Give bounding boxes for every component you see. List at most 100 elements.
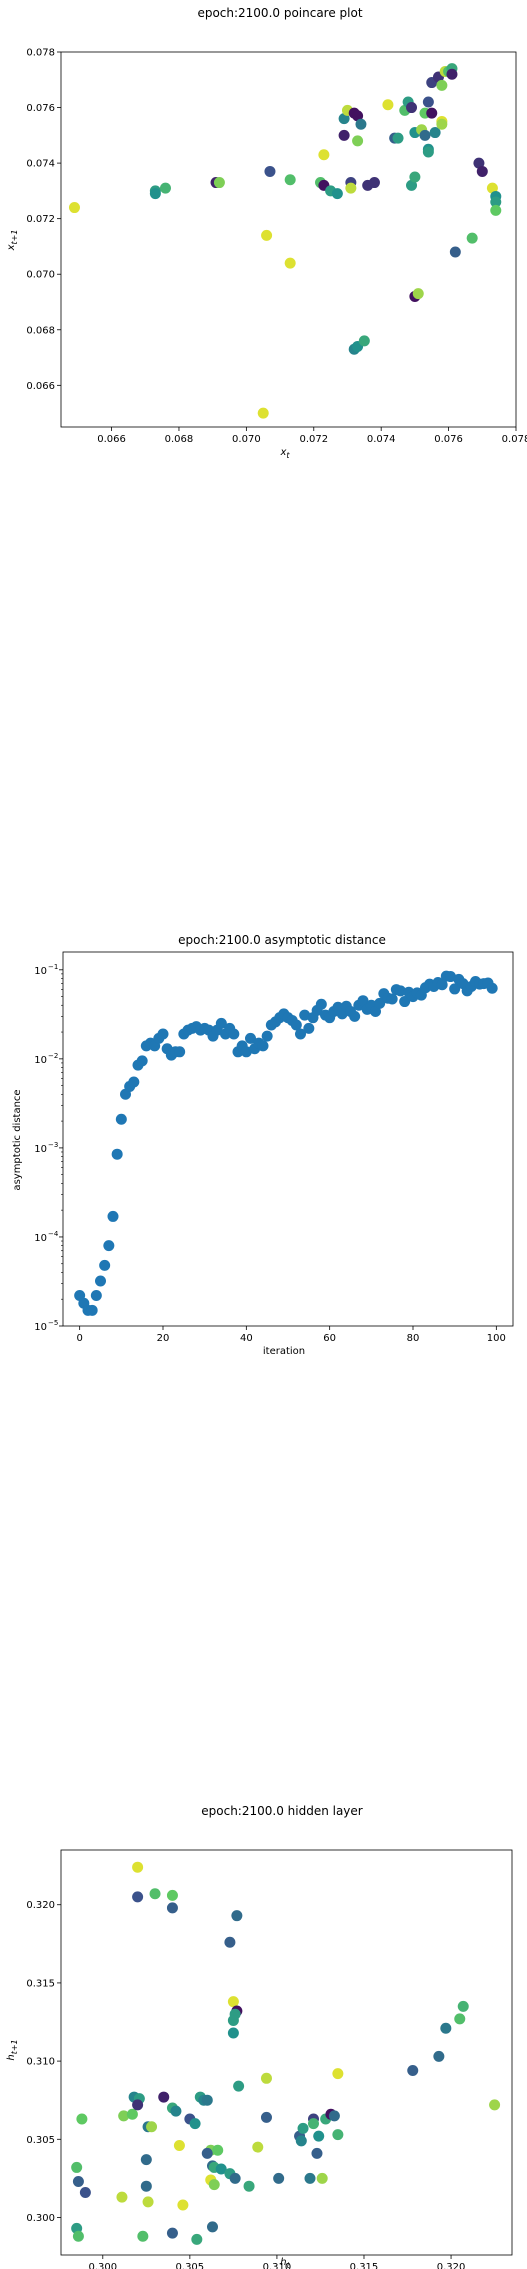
- hidden-layer-point: [71, 2161, 83, 2173]
- poincare-point: [352, 135, 364, 147]
- poincare-points: [68, 63, 502, 419]
- asymptotic-x-tick-label: 40: [240, 1333, 253, 1344]
- poincare-x-tick-label: 0.070: [232, 434, 261, 445]
- poincare-point: [490, 196, 502, 208]
- hidden-layer-point: [457, 2000, 469, 2012]
- poincare-x-axis-ticks: 0.066 0.068 0.070 0.072 0.074 0.076 0.078: [97, 427, 527, 445]
- hidden-layer-x-axis-ticks: 0.300 0.305 0.310 0.315 0.320: [88, 2255, 465, 2269]
- hidden-layer-point: [332, 2068, 344, 2080]
- hidden-layer-point: [229, 2172, 241, 2184]
- hidden-layer-point: [118, 2110, 130, 2122]
- hidden-layer-point: [227, 1996, 239, 2008]
- hidden-layer-point: [149, 1888, 161, 1900]
- poincare-point: [261, 229, 273, 241]
- poincare-x-tick-label: 0.066: [97, 434, 126, 445]
- hidden-layer-point: [215, 2163, 227, 2175]
- asymptotic-x-axis-ticks: 0 20 40 60 80 100: [76, 1326, 506, 1344]
- poincare-point: [449, 246, 461, 258]
- poincare-point: [345, 182, 357, 194]
- poincare-y-tick-label: 0.076: [26, 103, 55, 114]
- hidden-layer-point: [224, 1936, 236, 1948]
- asymptotic-y-tick-label: 10: [34, 1322, 47, 1333]
- asymptotic-point: [115, 1113, 127, 1125]
- hidden-layer-chart: epoch:2100.0 hidden layer 0.300 0.305 0.31…: [6, 1804, 513, 2269]
- poincare-x-tick-label: 0.068: [165, 434, 194, 445]
- hidden-layer-point: [313, 2130, 325, 2142]
- poincare-point: [436, 79, 448, 91]
- asymptotic-point: [370, 1006, 381, 1018]
- poincare-chart-title: epoch:2100.0 poincare plot: [197, 6, 362, 20]
- hidden-layer-point: [116, 2191, 128, 2203]
- asymptotic-x-tick-label: 20: [157, 1333, 170, 1344]
- asymptotic-point: [95, 1275, 106, 1287]
- poincare-point: [476, 165, 488, 177]
- hidden-layer-point: [132, 1891, 144, 1903]
- poincare-point: [338, 113, 350, 125]
- hidden-layer-point: [332, 2129, 344, 2141]
- asymptotic-y-tick-exponent: −1: [48, 963, 58, 971]
- asymptotic-y-tick-exponent: −4: [48, 1230, 59, 1238]
- hidden-layer-point: [260, 2072, 272, 2084]
- hidden-layer-chart-title: epoch:2100.0 hidden layer: [201, 1804, 363, 1818]
- asymptotic-y-tick-label: 10: [34, 1055, 47, 1066]
- hidden-layer-point: [295, 2135, 307, 2147]
- asymptotic-x-tick-label: 100: [487, 1333, 506, 1344]
- poincare-y-tick-label: 0.078: [26, 48, 55, 59]
- asymptotic-point: [174, 1046, 186, 1058]
- asymptotic-x-axis-label: iteration: [263, 1346, 305, 1357]
- hidden-layer-point: [132, 2099, 144, 2111]
- asymptotic-x-tick-label: 60: [323, 1333, 336, 1344]
- poincare-plot-frame: [60, 51, 517, 428]
- hidden-layer-point: [72, 2230, 84, 2242]
- hidden-layer-y-axis-ticks: 0.300 0.305 0.310 0.315 0.320: [26, 1900, 61, 2224]
- hidden-layer-point: [227, 2014, 239, 2026]
- asymptotic-point: [299, 1009, 311, 1021]
- hidden-layer-x-tick-label: 0.315: [350, 2262, 379, 2269]
- poincare-point: [490, 204, 502, 216]
- poincare-point: [422, 96, 434, 108]
- asymptotic-point: [157, 1028, 169, 1040]
- poincare-point: [436, 118, 448, 130]
- asymptotic-point: [374, 997, 386, 1009]
- poincare-x-tick-label: 0.072: [299, 434, 328, 445]
- hidden-layer-point: [233, 2080, 245, 2092]
- hidden-layer-plot-frame: [60, 1849, 513, 2256]
- hidden-layer-point: [142, 2196, 154, 2208]
- hidden-layer-point: [166, 2227, 178, 2239]
- asymptotic-point: [295, 1028, 306, 1040]
- hidden-layer-point: [208, 2179, 220, 2191]
- poincare-y-tick-label: 0.068: [26, 325, 55, 336]
- hidden-layer-y-axis-label: ht+1: [6, 2039, 19, 2060]
- asymptotic-point: [228, 1028, 240, 1040]
- asymptotic-point: [386, 993, 398, 1005]
- poincare-y-tick-label: 0.070: [26, 270, 55, 281]
- hidden-layer-point: [454, 2013, 466, 2025]
- poincare-point: [331, 188, 343, 200]
- asymptotic-y-tick-exponent: −3: [48, 1141, 58, 1149]
- poincare-point: [426, 107, 438, 119]
- poincare-point: [446, 68, 458, 80]
- hidden-layer-point: [177, 2199, 189, 2211]
- asymptotic-point: [349, 1010, 361, 1022]
- hidden-layer-point: [328, 2110, 340, 2122]
- poincare-point: [355, 118, 367, 130]
- hidden-layer-point: [227, 2027, 239, 2039]
- poincare-point: [409, 171, 421, 183]
- hidden-layer-point: [273, 2172, 285, 2184]
- poincare-y-tick-label: 0.074: [26, 159, 55, 170]
- poincare-y-axis-ticks: 0.066 0.068 0.070 0.072 0.074 0.076 0.078: [26, 48, 61, 392]
- poincare-point: [406, 102, 418, 114]
- poincare-point: [466, 232, 478, 244]
- asymptotic-point: [215, 1017, 227, 1029]
- poincare-chart: epoch:2100.0 poincare plot 0.066 0.068 0.0…: [6, 6, 527, 460]
- asymptotic-y-tick-label: 10: [34, 1144, 47, 1155]
- asymptotic-point: [240, 1046, 252, 1058]
- poincare-point: [486, 182, 498, 194]
- asymptotic-points: [74, 970, 498, 1316]
- hidden-layer-point: [311, 2147, 323, 2159]
- asymptotic-point: [86, 1304, 98, 1316]
- hidden-layer-point: [166, 1902, 178, 1914]
- asymptotic-point: [107, 1210, 119, 1222]
- asymptotic-point: [90, 1290, 102, 1302]
